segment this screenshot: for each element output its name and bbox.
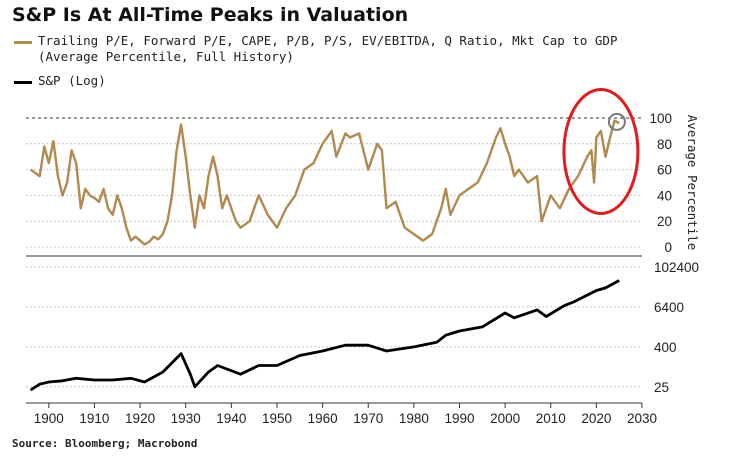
x-tick-label: 2000 (490, 411, 520, 426)
top-y-axis-title: Average Percentile (685, 115, 700, 250)
latest-value-marker (607, 112, 626, 131)
top-y-tick-label: 80 (657, 137, 672, 152)
x-tick-label: 1940 (216, 411, 246, 426)
legend-sp: S&P (Log) (14, 73, 106, 89)
x-tick-label: 1990 (444, 411, 474, 426)
legend-valuation-line1: Trailing P/E, Forward P/E, CAPE, P/B, P/… (38, 33, 618, 48)
x-tick-label: 1900 (34, 411, 64, 426)
bottom-y-tick-label: 102400 (654, 260, 699, 275)
bottom-y-tick-label: 400 (654, 340, 677, 355)
source-note: Source: Bloomberg; Macrobond (12, 437, 198, 450)
x-tick-label: 1920 (125, 411, 155, 426)
valuation-series-line (29, 119, 620, 246)
chart-title: S&P Is At All-Time Peaks in Valuation (12, 4, 409, 26)
legend-sp-label: S&P (Log) (38, 73, 106, 88)
bottom-y-tick-label: 25 (654, 380, 669, 395)
legend-valuation: Trailing P/E, Forward P/E, CAPE, P/B, P/… (14, 33, 617, 65)
x-tick-label: 1980 (399, 411, 429, 426)
x-tick-label: 1910 (79, 411, 109, 426)
top-y-tick-label: 100 (649, 111, 672, 126)
legend-valuation-swatch (14, 41, 32, 44)
x-tick-label: 2010 (536, 411, 566, 426)
legend-sp-swatch (14, 81, 32, 84)
x-tick-label: 2020 (581, 411, 611, 426)
top-y-tick-label: 0 (664, 240, 672, 255)
peak-highlight-ellipse (562, 88, 640, 216)
top-y-tick-label: 60 (657, 163, 672, 178)
x-tick-label: 1950 (262, 411, 292, 426)
x-tick-label: 1970 (353, 411, 383, 426)
legend-valuation-label: Trailing P/E, Forward P/E, CAPE, P/B, P/… (38, 33, 617, 65)
x-tick-label: 2030 (627, 411, 657, 426)
x-tick-label: 1960 (308, 411, 338, 426)
x-tick-label: 1930 (171, 411, 201, 426)
top-y-tick-label: 40 (657, 188, 672, 203)
legend-valuation-line2: (Average Percentile, Full History) (38, 49, 294, 64)
bottom-y-tick-label: 6400 (654, 300, 684, 315)
sp-series-line (29, 279, 620, 392)
top-y-tick-label: 20 (657, 214, 672, 229)
